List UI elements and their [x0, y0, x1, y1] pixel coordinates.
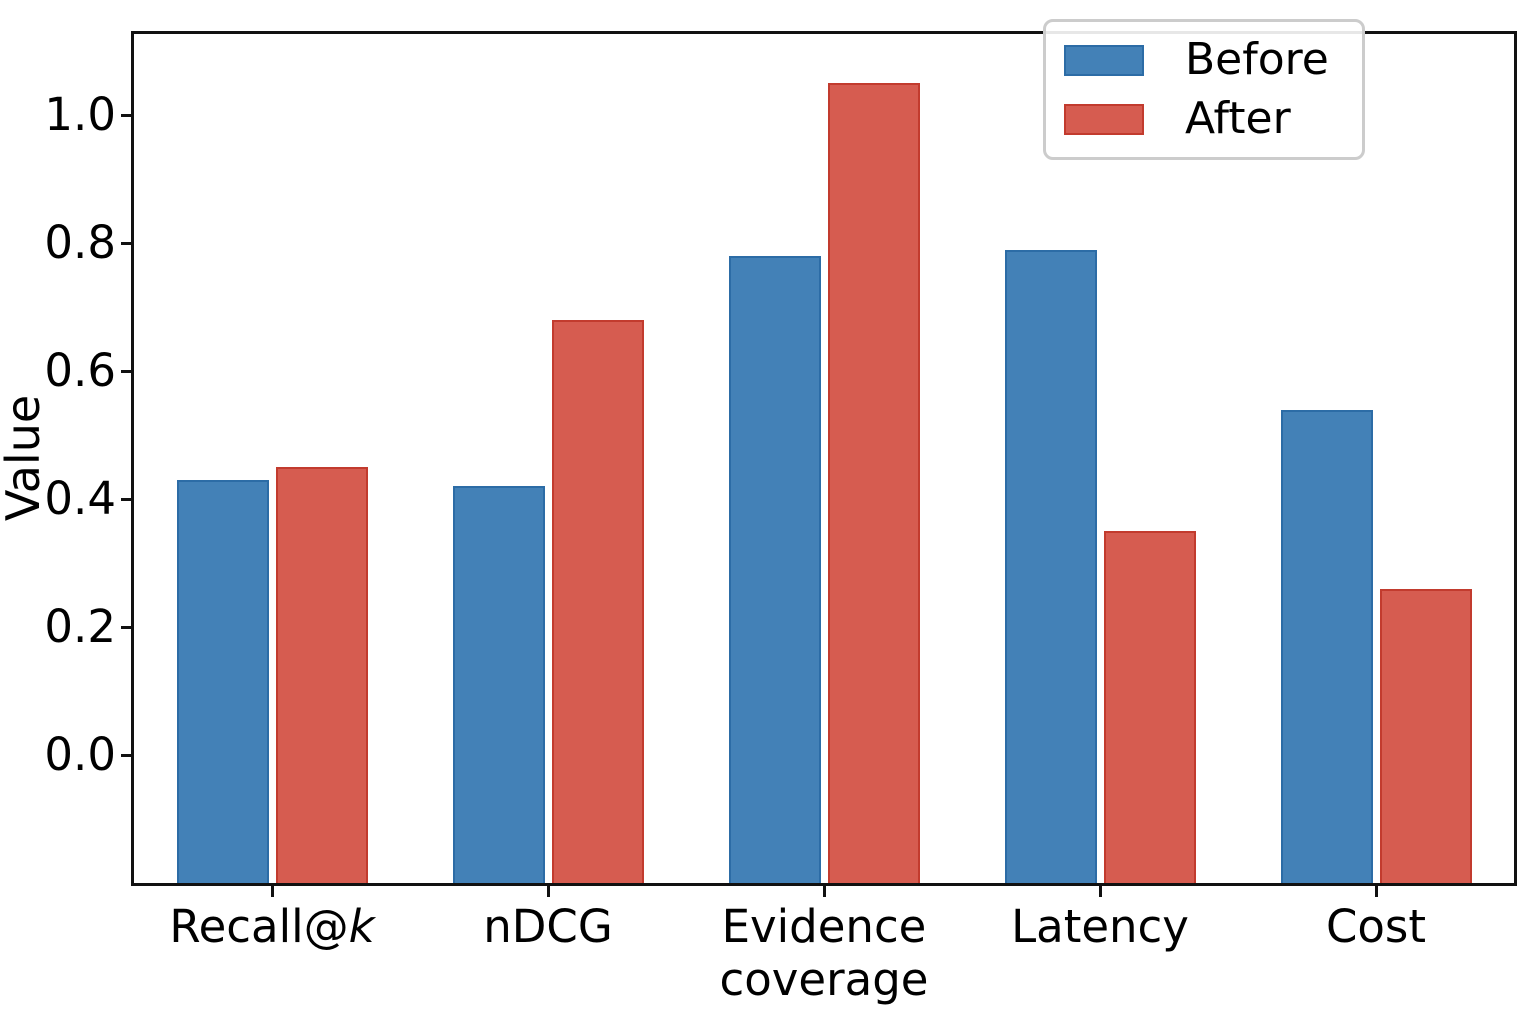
y-tick-mark-0-8: [121, 241, 131, 245]
x-tick-mark-recall-k: [270, 886, 274, 897]
x-tick-label-recall-k: Recall@k: [112, 900, 432, 953]
x-tick-label-segment: Cost: [1325, 900, 1427, 953]
x-tick-label-line: Recall@k: [112, 900, 432, 953]
x-tick-label-segment: nDCG: [483, 900, 613, 953]
x-tick-mark-latency: [1098, 886, 1102, 897]
x-tick-label-line: Latency: [940, 900, 1260, 953]
bar-before-latency: [1004, 249, 1097, 883]
bar-before-cost: [1280, 409, 1373, 883]
x-tick-label-line: Evidence: [664, 900, 984, 953]
x-tick-label-segment: Recall@: [169, 900, 349, 953]
bar-after-cost: [1379, 588, 1472, 883]
bar-before-recall-k: [176, 479, 269, 883]
x-tick-label-segment: coverage: [719, 953, 929, 1006]
y-tick-label-1-0: 1.0: [44, 88, 116, 142]
y-tick-mark-0-2: [121, 625, 131, 629]
legend-swatch-before: [1064, 44, 1144, 76]
x-tick-label-line: Cost: [1216, 900, 1536, 953]
x-tick-label-segment: Latency: [1011, 900, 1189, 953]
x-tick-label-ndcg: nDCG: [388, 900, 708, 953]
bar-before-ndcg: [452, 486, 545, 883]
legend-label-before: Before: [1185, 34, 1329, 85]
x-tick-mark-cost: [1374, 886, 1378, 897]
bar-after-latency: [1103, 531, 1196, 883]
x-tick-label-latency: Latency: [940, 900, 1260, 953]
y-tick-mark-1-0: [121, 113, 131, 117]
x-tick-label-line: coverage: [664, 953, 984, 1006]
legend-item-before: Before: [1064, 37, 1342, 83]
y-tick-mark-0-6: [121, 369, 131, 373]
plot-area: 0.0 0.2 0.4 0.6 0.8 1.0 Recall@k nDCG Evidence co…: [44, 31, 1517, 1006]
legend-label-after: After: [1185, 93, 1291, 144]
legend-swatch-after: [1064, 103, 1144, 135]
bar-after-recall-k: [275, 467, 368, 883]
x-tick-label-evidence-coverage: Evidence coverage: [664, 900, 984, 1006]
bar-after-evidence-coverage: [827, 83, 920, 883]
legend: Before After: [1043, 19, 1365, 160]
y-tick-label-0-8: 0.8: [44, 216, 116, 270]
y-tick-mark-0-4: [121, 497, 131, 501]
x-tick-label-italic-segment: k: [348, 900, 375, 953]
x-tick-mark-ndcg: [546, 886, 550, 897]
y-tick-label-0-0: 0.0: [44, 728, 116, 782]
x-tick-label-line: nDCG: [388, 900, 708, 953]
bar-after-ndcg: [551, 320, 644, 883]
x-tick-label-cost: Cost: [1216, 900, 1536, 953]
y-tick-mark-0-0: [121, 753, 131, 757]
y-tick-label-0-6: 0.6: [44, 344, 116, 398]
bar-before-evidence-coverage: [728, 256, 821, 883]
y-tick-label-0-4: 0.4: [44, 472, 116, 526]
x-tick-label-segment: Evidence: [721, 900, 927, 953]
y-tick-label-0-2: 0.2: [44, 600, 116, 654]
x-tick-mark-evidence-coverage: [822, 886, 826, 897]
legend-item-after: After: [1064, 96, 1342, 142]
